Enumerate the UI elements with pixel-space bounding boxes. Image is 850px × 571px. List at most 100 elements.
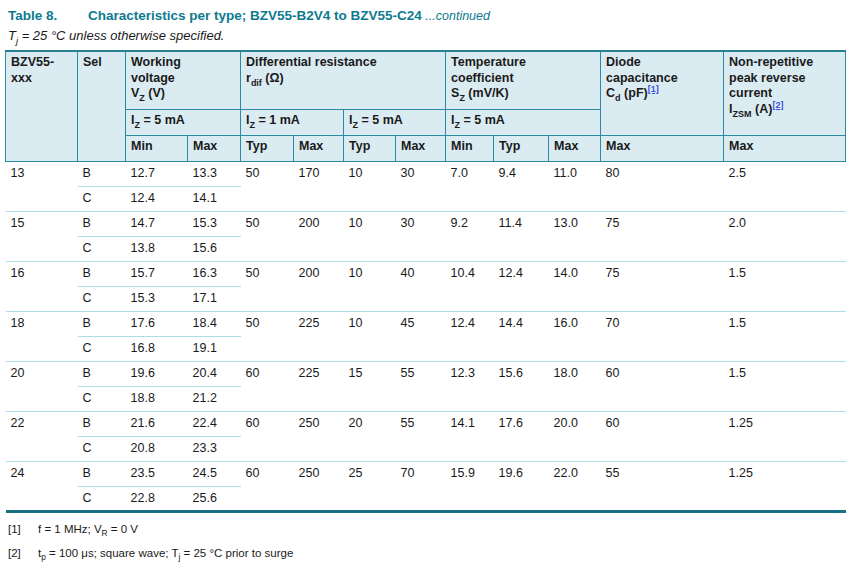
value-cell: 30: [396, 211, 446, 261]
value-cell: 14.7: [126, 211, 188, 236]
type-cell: 15: [6, 211, 78, 261]
column-subheader: Typ: [241, 135, 294, 161]
value-cell: 24.5: [188, 461, 241, 486]
footnote-number: [1]: [8, 523, 38, 537]
value-cell: 55: [396, 411, 446, 461]
value-cell: 19.6: [494, 461, 549, 511]
column-subheader: Max: [724, 135, 846, 161]
subscript: Z: [249, 119, 255, 129]
value-cell: 22.4: [188, 411, 241, 436]
column-subheader: Max: [188, 135, 241, 161]
value-cell: 19.1: [188, 336, 241, 361]
value-cell: 14.4: [494, 311, 549, 361]
subscript: Z: [459, 93, 465, 103]
value-cell: 12.4: [494, 261, 549, 311]
footnotes: [1]f = 1 MHz; VR = 0 V[2]tp = 100 μs; sq…: [5, 523, 845, 562]
footnote-text: tp = 100 μs; square wave; Tj = 25 °C pri…: [38, 547, 293, 559]
footnote-number: [2]: [8, 547, 38, 561]
value-cell: 1.5: [724, 361, 846, 411]
value-cell: 20.4: [188, 361, 241, 386]
value-cell: 60: [241, 361, 294, 411]
sel-cell: B: [78, 311, 126, 336]
value-cell: 75: [601, 211, 724, 261]
column-header-differential-resistance: Differential resistancerdif (Ω): [241, 51, 446, 109]
sel-cell: C: [78, 486, 126, 511]
footnote-ref-link[interactable]: [2]: [772, 100, 783, 110]
value-cell: 7.0: [446, 161, 494, 211]
type-cell: 13: [6, 161, 78, 211]
value-cell: 25: [344, 461, 396, 511]
value-cell: 17.1: [188, 286, 241, 311]
value-cell: 12.7: [126, 161, 188, 186]
footnote-ref-link[interactable]: [1]: [648, 84, 659, 94]
table-row: 18B17.618.450225104512.414.416.0701.5: [6, 311, 846, 336]
value-cell: 16.3: [188, 261, 241, 286]
value-cell: 20: [344, 411, 396, 461]
value-cell: 10.4: [446, 261, 494, 311]
subscript: Z: [352, 119, 358, 129]
value-cell: 225: [294, 311, 344, 361]
value-cell: 60: [601, 361, 724, 411]
value-cell: 17.6: [126, 311, 188, 336]
column-subheader: Min: [126, 135, 188, 161]
type-cell: 22: [6, 411, 78, 461]
value-cell: 60: [601, 411, 724, 461]
value-cell: 2.5: [724, 161, 846, 211]
subscript: Z: [134, 119, 140, 129]
sel-cell: B: [78, 461, 126, 486]
table-row: 15B14.715.35020010309.211.413.0752.0: [6, 211, 846, 236]
value-cell: 9.4: [494, 161, 549, 211]
table-row: 20B19.620.460225155512.315.618.0601.5: [6, 361, 846, 386]
value-cell: 50: [241, 311, 294, 361]
value-cell: 10: [344, 211, 396, 261]
value-cell: 15.3: [126, 286, 188, 311]
value-cell: 200: [294, 261, 344, 311]
value-cell: 15.6: [188, 236, 241, 261]
table-body: 13B12.713.35017010307.09.411.0802.5 C 12.4…: [6, 161, 846, 511]
value-cell: 70: [396, 461, 446, 511]
table-title: Table 8.Characteristics per type; BZV55-…: [5, 8, 845, 23]
table-number: Table 8.: [8, 8, 88, 23]
footnote: [2]tp = 100 μs; square wave; Tj = 25 °C …: [8, 547, 845, 561]
value-cell: 12.3: [446, 361, 494, 411]
characteristics-table: BZV55-xxx Sel WorkingvoltageVZ (V) Diffe…: [5, 50, 846, 513]
subscript: d: [615, 93, 621, 103]
value-cell: 22.8: [126, 486, 188, 511]
value-cell: 10: [344, 261, 396, 311]
sel-cell: C: [78, 336, 126, 361]
table-conditions-note: Tj = 25 °C unless otherwise specified.: [8, 28, 845, 43]
value-cell: 18.0: [549, 361, 601, 411]
footnote-text: f = 1 MHz; VR = 0 V: [38, 523, 138, 535]
value-cell: 75: [601, 261, 724, 311]
column-header-diode-capacitance: DiodecapacitanceCd (pF)[1]: [601, 51, 724, 135]
condition-iz-5ma-sz: IZ = 5 mA: [446, 109, 601, 135]
sel-cell: C: [78, 386, 126, 411]
header-subcol-row: MinMaxTypMaxTypMaxMinTypMaxMaxMax: [6, 135, 846, 161]
type-cell: 16: [6, 261, 78, 311]
value-cell: 250: [294, 411, 344, 461]
value-cell: 45: [396, 311, 446, 361]
column-subheader: Min: [446, 135, 494, 161]
sel-cell: B: [78, 411, 126, 436]
datasheet-page: Table 8.Characteristics per type; BZV55-…: [0, 0, 850, 561]
table-row: 13B12.713.35017010307.09.411.0802.5: [6, 161, 846, 186]
value-cell: 15.6: [494, 361, 549, 411]
column-subheader: Max: [294, 135, 344, 161]
value-cell: 11.0: [549, 161, 601, 211]
sel-cell: C: [78, 436, 126, 461]
column-header-working-voltage: WorkingvoltageVZ (V): [126, 51, 241, 109]
value-cell: 50: [241, 261, 294, 311]
value-cell: 1.5: [724, 261, 846, 311]
value-cell: 14.1: [446, 411, 494, 461]
subscript: Z: [139, 93, 145, 103]
value-cell: 17.6: [494, 411, 549, 461]
condition-iz-1ma-rdif: IZ = 1 mA: [241, 109, 344, 135]
footnote: [1]f = 1 MHz; VR = 0 V: [8, 523, 845, 537]
value-cell: 12.4: [446, 311, 494, 361]
value-cell: 2.0: [724, 211, 846, 261]
value-cell: 11.4: [494, 211, 549, 261]
value-cell: 13.0: [549, 211, 601, 261]
column-subheader: Typ: [344, 135, 396, 161]
condition-iz-5ma-vz: IZ = 5 mA: [126, 109, 241, 135]
column-header-temperature-coefficient: TemperaturecoefficientSZ (mV/K): [446, 51, 601, 109]
